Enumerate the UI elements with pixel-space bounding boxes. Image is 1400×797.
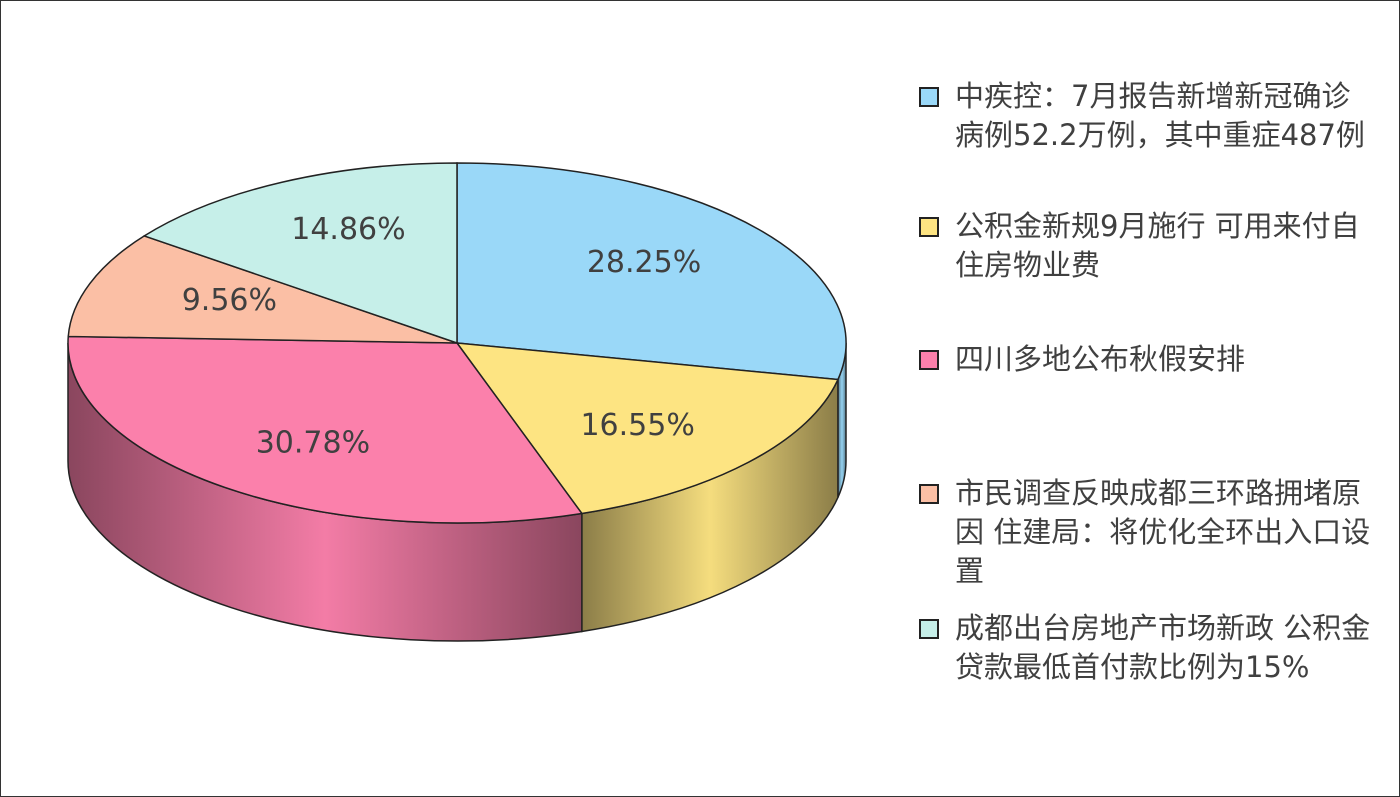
data-label: 9.56% <box>182 283 277 318</box>
legend-swatch <box>919 350 939 370</box>
data-label: 30.78% <box>256 426 370 461</box>
legend-label: 四川多地公布秋假安排 <box>955 342 1246 376</box>
legend-item: 市民调查反映成都三环路拥堵原因 住建局：将优化全环出入口设置 <box>919 474 1379 591</box>
legend-item: 公积金新规9月施行 可用来付自住房物业费 <box>919 207 1379 285</box>
legend-item: 成都出台房地产市场新政 公积金贷款最低首付款比例为15% <box>919 609 1379 687</box>
data-label: 14.86% <box>291 212 405 247</box>
legend-label: 公积金新规9月施行 可用来付自住房物业费 <box>955 209 1360 282</box>
legend-swatch <box>919 619 939 639</box>
pie-slice <box>67 335 584 524</box>
legend-item: 四川多地公布秋假安排 <box>919 340 1379 379</box>
data-label: 28.25% <box>587 245 701 280</box>
pie-slice <box>67 235 458 344</box>
pie-slice <box>456 162 847 381</box>
legend-swatch <box>919 217 939 237</box>
legend-label: 市民调查反映成都三环路拥堵原因 住建局：将优化全环出入口设置 <box>955 476 1371 588</box>
pie-slice <box>455 342 840 515</box>
legend-item: 中疾控：7月报告新增新冠确诊病例52.2万例，其中重症487例 <box>919 77 1379 155</box>
legend-label: 成都出台房地产市场新政 公积金贷款最低首付款比例为15% <box>955 611 1371 684</box>
legend-label: 中疾控：7月报告新增新冠确诊病例52.2万例，其中重症487例 <box>955 79 1365 152</box>
data-label: 16.55% <box>580 408 694 443</box>
legend-swatch <box>919 484 939 504</box>
legend-swatch <box>919 87 939 107</box>
pie-slice <box>142 162 458 345</box>
